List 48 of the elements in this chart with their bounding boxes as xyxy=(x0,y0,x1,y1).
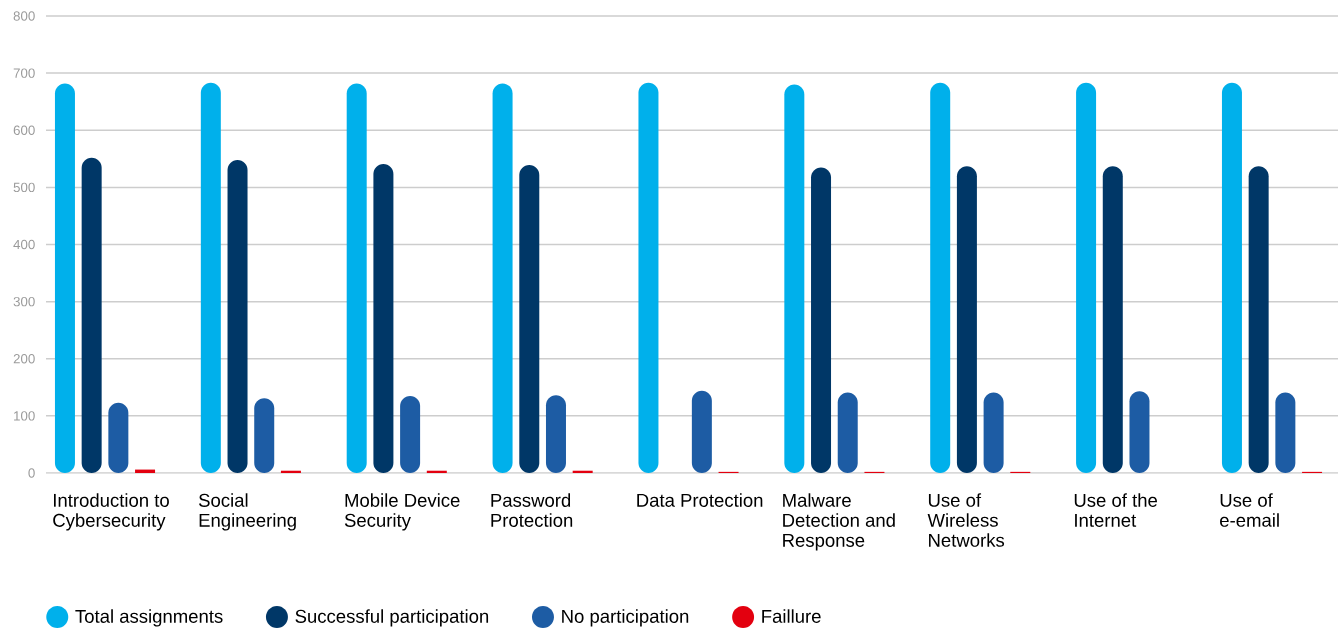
y-tick-label: 600 xyxy=(13,125,35,135)
bar xyxy=(691,390,712,473)
bar xyxy=(81,157,102,473)
y-tick-label: 100 xyxy=(14,411,35,421)
y-tick-label: 300 xyxy=(13,296,35,307)
legend-label: Successful participation xyxy=(295,609,489,627)
y-tick-label: 0 xyxy=(28,468,35,478)
bar xyxy=(1275,392,1296,473)
bar xyxy=(1076,82,1097,473)
x-tick-label: Mobile Device Security xyxy=(344,493,460,531)
bar xyxy=(373,163,394,473)
bar xyxy=(346,83,367,473)
y-tick-label: 500 xyxy=(13,182,35,193)
bar xyxy=(930,82,951,473)
bar xyxy=(811,167,832,473)
bar xyxy=(983,392,1004,473)
bar xyxy=(1102,166,1123,473)
bar xyxy=(638,82,659,473)
bar xyxy=(784,84,805,473)
legend-label: Faillure xyxy=(762,609,821,623)
x-tick-label: Use of e-email xyxy=(1220,493,1279,527)
x-tick-label: Password Protection xyxy=(491,493,573,527)
legend-label: No participation xyxy=(562,609,689,627)
y-tick-label: 200 xyxy=(13,354,35,364)
y-tick-label: 400 xyxy=(13,239,35,250)
y-tick-label: 700 xyxy=(13,68,35,78)
bar xyxy=(1221,82,1242,473)
bar xyxy=(227,159,248,473)
bar xyxy=(54,83,75,473)
bar xyxy=(108,402,129,473)
x-tick-label: Use of the Internet xyxy=(1074,493,1158,527)
bar xyxy=(400,395,421,473)
bar xyxy=(254,398,275,473)
legend-label: Total assignments xyxy=(75,609,223,627)
bar xyxy=(545,395,566,473)
bar xyxy=(956,166,977,473)
bar xyxy=(200,82,221,473)
bar xyxy=(519,165,540,473)
bar xyxy=(492,83,513,473)
bar xyxy=(1129,391,1150,473)
bar xyxy=(837,392,858,473)
x-tick-label: Use of Wireless Networks xyxy=(927,493,1005,547)
x-tick-label: Social Engineering xyxy=(198,493,296,531)
x-tick-label: Introduction to Cybersecurity xyxy=(53,493,169,531)
bar xyxy=(1248,166,1269,473)
y-tick-label: 800 xyxy=(13,11,35,21)
x-tick-label: Malware Detection and Response xyxy=(783,493,895,551)
x-tick-label: Data Protection xyxy=(637,493,763,507)
